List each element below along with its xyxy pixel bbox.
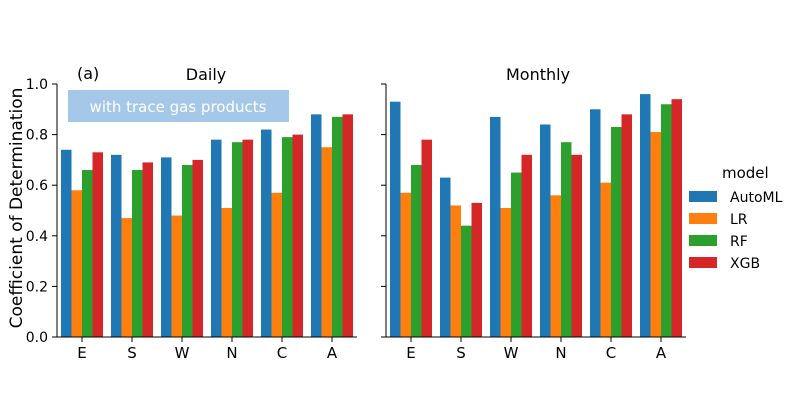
daily-panel: E S W N C A 0.0 0.2 0.4 0.6 0.8 1.0 Daily (a) with … bbox=[26, 64, 357, 362]
bar-lr-e bbox=[400, 192, 411, 337]
bar-xgb-w bbox=[521, 154, 532, 337]
bar-lr-c bbox=[271, 192, 282, 337]
bar-rf-e bbox=[82, 170, 93, 337]
bar-xgb-a bbox=[671, 99, 682, 338]
bar-xgb-c bbox=[292, 134, 303, 337]
bar-xgb-n bbox=[571, 154, 582, 337]
bar-lr-w bbox=[500, 207, 511, 337]
x-tick-label: N bbox=[226, 344, 237, 362]
y-tick-label: 0.6 bbox=[26, 178, 48, 194]
bar-rf-c bbox=[282, 137, 293, 337]
x-tick-label: S bbox=[127, 344, 137, 362]
panel-label: (a) bbox=[77, 64, 99, 83]
bar-rf-n bbox=[561, 142, 572, 337]
bar-xgb-s bbox=[142, 162, 153, 337]
bar-automl-s bbox=[111, 154, 122, 337]
daily-bars bbox=[61, 114, 353, 337]
bar-automl-n bbox=[540, 124, 551, 337]
bar-lr-s bbox=[121, 218, 132, 337]
x-tick-label: E bbox=[406, 344, 415, 362]
legend-swatch-automl bbox=[689, 191, 717, 202]
bar-xgb-e bbox=[421, 139, 432, 337]
bar-automl-s bbox=[440, 177, 451, 337]
bar-xgb-n bbox=[242, 139, 253, 337]
bar-automl-w bbox=[490, 116, 501, 337]
y-tick-label: 0.8 bbox=[26, 128, 48, 144]
x-tick-label: C bbox=[606, 344, 616, 362]
legend-title: model bbox=[722, 164, 769, 182]
bar-lr-c bbox=[600, 182, 611, 337]
bar-rf-w bbox=[182, 164, 193, 337]
bar-lr-e bbox=[71, 190, 82, 337]
x-tick-label: N bbox=[555, 344, 566, 362]
bar-lr-w bbox=[171, 215, 182, 337]
bar-rf-a bbox=[661, 104, 672, 338]
bar-rf-s bbox=[132, 170, 143, 337]
y-tick-label: 0.4 bbox=[26, 229, 48, 245]
bar-automl-a bbox=[640, 94, 651, 338]
legend-label-xgb: XGB bbox=[730, 256, 760, 272]
legend-label-automl: AutoML bbox=[730, 190, 783, 206]
legend-swatch-xgb bbox=[689, 257, 717, 268]
x-tick-label: C bbox=[277, 344, 287, 362]
x-tick-label: W bbox=[175, 344, 190, 362]
bar-automl-c bbox=[261, 129, 272, 337]
bar-lr-n bbox=[550, 195, 561, 337]
x-tick-label: S bbox=[456, 344, 466, 362]
annotation-box bbox=[68, 90, 289, 122]
bar-automl-w bbox=[161, 157, 172, 337]
y-tick-label: 0.0 bbox=[26, 330, 48, 346]
bar-rf-a bbox=[332, 116, 343, 337]
legend-items: AutoML LR RF XGB bbox=[689, 190, 783, 272]
daily-axes: E S W N C A 0.0 0.2 0.4 0.6 0.8 1.0 bbox=[26, 77, 357, 362]
bar-automl-a bbox=[311, 114, 322, 337]
monthly-title: Monthly bbox=[506, 65, 570, 84]
legend-label-rf: RF bbox=[730, 234, 748, 250]
monthly-panel: E S W N C A Monthly bbox=[381, 65, 686, 362]
bar-rf-s bbox=[461, 225, 472, 337]
bar-automl-n bbox=[211, 139, 222, 337]
bar-rf-n bbox=[232, 142, 243, 337]
bar-automl-c bbox=[590, 109, 601, 337]
daily-title: Daily bbox=[186, 65, 226, 84]
x-tick-label: W bbox=[504, 344, 519, 362]
y-axis-label: Coefficient of Determination bbox=[7, 88, 27, 329]
bar-xgb-c bbox=[621, 114, 632, 337]
bar-lr-n bbox=[221, 207, 232, 337]
x-tick-label: A bbox=[656, 344, 667, 362]
bar-automl-e bbox=[390, 101, 401, 338]
bar-rf-e bbox=[411, 164, 422, 337]
legend-label-lr: LR bbox=[730, 212, 748, 228]
legend-swatch-rf bbox=[689, 235, 717, 246]
bar-xgb-e bbox=[92, 152, 103, 337]
bar-xgb-s bbox=[471, 202, 482, 337]
bar-xgb-a bbox=[342, 114, 353, 337]
x-tick-label: E bbox=[77, 344, 86, 362]
x-tick-label: A bbox=[327, 344, 338, 362]
bar-automl-e bbox=[61, 149, 72, 337]
bar-xgb-w bbox=[192, 159, 203, 337]
bar-lr-a bbox=[650, 132, 661, 337]
legend: model AutoML LR RF XGB bbox=[689, 164, 783, 272]
legend-swatch-lr bbox=[689, 213, 717, 224]
bar-rf-w bbox=[511, 172, 522, 337]
bar-lr-s bbox=[450, 205, 461, 337]
bar-rf-c bbox=[611, 127, 622, 337]
y-tick-label: 0.2 bbox=[26, 279, 48, 295]
monthly-bars bbox=[390, 94, 682, 338]
bar-lr-a bbox=[321, 147, 332, 337]
y-tick-label: 1.0 bbox=[26, 77, 48, 93]
annotation-text: with trace gas products bbox=[90, 98, 267, 116]
